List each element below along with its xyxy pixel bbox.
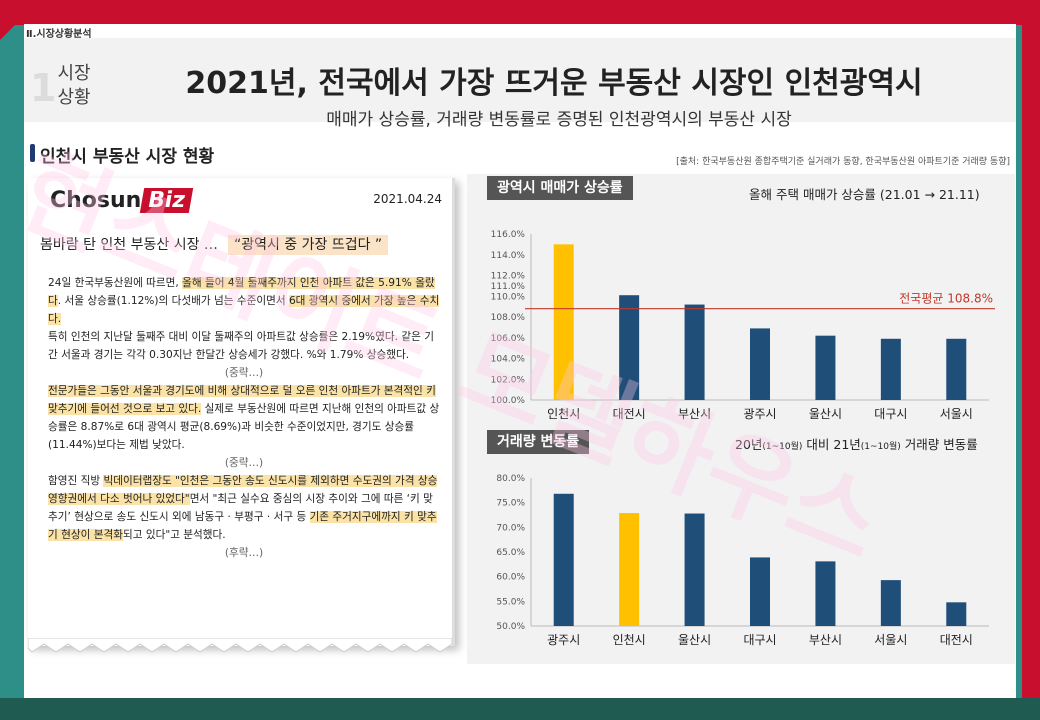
y-tick-label: 70.0% [496, 523, 525, 533]
x-tick-label: 인천시 [547, 406, 580, 421]
y-tick-label: 80.0% [496, 474, 525, 484]
y-tick-label: 100.0% [491, 396, 526, 406]
x-tick-label: 대구시 [743, 633, 776, 647]
sub-title: 매매가 상승률, 거래량 변동률로 증명된 인천광역시의 부동산 시장 [326, 110, 792, 130]
chart-panel: 광역시 매매가 상승률 올해 주택 매매가 상승률 (21.01 → 21.11… [467, 174, 1015, 664]
main-title: 2021년, 전국에서 가장 뜨거운 부동산 시장인 인천광역시 [185, 66, 923, 101]
news-paragraph: 전문가들은 그동안 서울과 경기도에 비해 상대적으로 덜 오른 인천 아파트가… [48, 385, 440, 451]
news-body: 24일 한국부동산원에 따르면, 올해 들어 4월 둘째주까지 인천 아파트 값… [48, 274, 440, 562]
bar-울산시 [815, 335, 836, 400]
chart2-title-tag: 거래량 변동률 [487, 430, 590, 454]
bar-인천시 [619, 513, 640, 626]
x-tick-label: 울산시 [809, 407, 842, 421]
x-tick-label: 광주시 [743, 407, 776, 421]
omission-mark: (중략…) [224, 457, 264, 469]
y-tick-label: 55.0% [496, 597, 525, 607]
y-tick-label: 108.0% [491, 313, 526, 323]
section-label: Ⅱ.시장상황분석 [26, 29, 92, 40]
bar-서울시 [880, 580, 901, 626]
bar-서울시 [946, 338, 967, 400]
source-citation: [출처: 한국부동산원 종합주택기준 실거래가 동향, 한국부동산원 아파트기준… [676, 157, 1010, 167]
bar-부산시 [815, 561, 836, 626]
news-card: Chosun Biz 2021.04.24 봄바람 탄 인천 부동산 시장 … “광… [28, 178, 455, 646]
y-tick-label: 102.0% [491, 375, 526, 385]
y-tick-label: 114.0% [491, 251, 526, 261]
chosunbiz-logo: Chosun Biz [50, 188, 194, 213]
header-band: 1 시장 상황 2021년, 전국에서 가장 뜨거운 부동산 시장인 인천광역시… [24, 38, 1016, 130]
omission-mark: (후략…) [224, 547, 264, 559]
news-date: 2021.04.24 [373, 192, 442, 206]
frame-top-band [0, 0, 1040, 25]
section-title: 시장 상황 [57, 63, 91, 108]
section-number: 1 [30, 66, 57, 110]
headline-quote: “광역시 중 가장 뜨겁다 ” [227, 235, 389, 255]
x-tick-label: 인천시 [613, 632, 646, 647]
slide: Ⅱ.시장상황분석 1 시장 상황 2021년, 전국에서 가장 뜨거운 부동산 … [24, 24, 1016, 698]
y-tick-label: 75.0% [496, 499, 525, 509]
y-tick-label: 104.0% [491, 355, 526, 365]
x-tick-label: 부산시 [809, 633, 842, 647]
x-tick-label: 대구시 [874, 407, 907, 421]
x-tick-label: 광주시 [547, 633, 580, 647]
bar-대전시 [619, 295, 640, 400]
y-tick-label: 65.0% [496, 548, 525, 558]
x-tick-label: 울산시 [678, 633, 711, 647]
bar-광주시 [750, 328, 770, 400]
news-headline: 봄바람 탄 인천 부동산 시장 … “광역시 중 가장 뜨겁다 ” [40, 234, 389, 255]
x-tick-label: 서울시 [940, 407, 973, 421]
bar-인천시 [553, 244, 574, 400]
chart1-title-tag: 광역시 매매가 상승률 [487, 176, 633, 200]
news-paragraph: 24일 한국부동산원에 따르면, 올해 들어 4월 둘째주까지 인천 아파트 값… [48, 277, 440, 325]
y-tick-label: 111.0% [491, 282, 526, 292]
bar-광주시 [553, 493, 574, 626]
y-tick-label: 116.0% [491, 230, 526, 240]
frame-right-band [1022, 0, 1040, 720]
x-tick-label: 대전시 [940, 633, 973, 647]
chart1-note: 올해 주택 매매가 상승률 (21.01 → 21.11) [749, 187, 980, 202]
x-tick-label: 서울시 [874, 633, 907, 647]
volume-change-chart: 50.0% 55.0% 60.0% 65.0% 70.0% 75.0% 80.0% 광주시 인천… [496, 474, 989, 647]
omission-mark: (중략…) [224, 367, 264, 379]
news-paragraph: 특히 인천의 지난달 둘째주 대비 이달 둘째주의 아파트값 상승률은 2.19… [48, 331, 434, 361]
news-paragraph: 함영진 직방 빅데이터랩장도 "인천은 그동안 송도 신도시를 제외하면 수도권… [48, 475, 438, 541]
y-tick-label: 106.0% [491, 334, 526, 344]
bar-대전시 [946, 602, 967, 626]
x-tick-label: 대전시 [613, 407, 646, 421]
chart2-note: 20년(1~10월) 대비 21년(1~10월) 거래량 변동률 [735, 437, 978, 452]
torn-edge [28, 638, 452, 653]
price-growth-chart: 100.0% 102.0% 104.0% 106.0% 108.0% 110.0% 112.… [491, 230, 995, 421]
frame-bottom-band [0, 698, 1040, 720]
bar-대구시 [750, 557, 770, 626]
news-section-title: 인천시 부동산 시장 현황 [40, 147, 215, 167]
section-bullet [30, 144, 35, 162]
y-tick-label: 50.0% [496, 622, 525, 632]
bar-대구시 [880, 338, 901, 400]
national-average-label: 전국평균 108.8% [899, 292, 993, 306]
x-tick-label: 부산시 [678, 407, 711, 421]
bar-부산시 [684, 304, 705, 400]
y-tick-label: 60.0% [496, 573, 525, 583]
bar-울산시 [684, 513, 705, 626]
y-tick-label: 110.0% [491, 292, 526, 302]
y-tick-label: 112.0% [491, 272, 526, 282]
